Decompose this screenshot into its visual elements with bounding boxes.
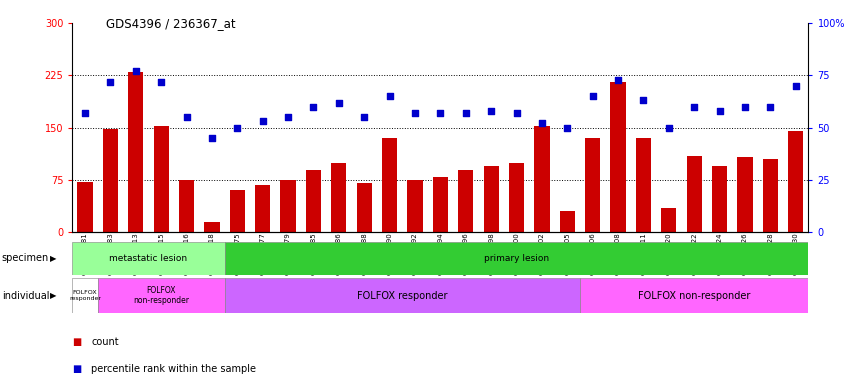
Point bbox=[332, 99, 346, 106]
Bar bbox=[408, 180, 423, 232]
Point bbox=[180, 114, 193, 120]
Point bbox=[282, 114, 295, 120]
Bar bbox=[788, 131, 803, 232]
Bar bbox=[204, 222, 220, 232]
Point bbox=[78, 110, 92, 116]
Text: FOLFOX
responder: FOLFOX responder bbox=[69, 290, 101, 301]
Bar bbox=[225, 278, 580, 313]
Point bbox=[763, 104, 777, 110]
Point bbox=[510, 110, 523, 116]
Bar bbox=[331, 162, 346, 232]
Point bbox=[408, 110, 422, 116]
Bar bbox=[230, 190, 245, 232]
Bar bbox=[357, 184, 372, 232]
Point bbox=[205, 135, 219, 141]
Point bbox=[662, 124, 676, 131]
Bar bbox=[610, 82, 625, 232]
Bar bbox=[737, 157, 752, 232]
Point bbox=[561, 124, 574, 131]
Point bbox=[688, 104, 701, 110]
Point bbox=[129, 68, 143, 74]
Text: ▶: ▶ bbox=[50, 254, 57, 263]
Bar bbox=[534, 126, 550, 232]
Bar bbox=[661, 208, 677, 232]
Point bbox=[459, 110, 472, 116]
Bar bbox=[103, 129, 118, 232]
Point bbox=[713, 108, 727, 114]
Point bbox=[306, 104, 320, 110]
Text: count: count bbox=[91, 337, 118, 347]
Bar bbox=[72, 242, 225, 275]
Bar bbox=[585, 138, 600, 232]
Text: individual: individual bbox=[2, 291, 49, 301]
Point bbox=[104, 79, 117, 85]
Bar bbox=[255, 185, 271, 232]
Bar bbox=[77, 182, 93, 232]
Bar bbox=[483, 166, 499, 232]
Bar bbox=[225, 242, 808, 275]
Text: ■: ■ bbox=[72, 337, 82, 347]
Text: ■: ■ bbox=[72, 364, 82, 374]
Point bbox=[256, 118, 270, 124]
Point bbox=[637, 98, 650, 104]
Bar bbox=[281, 180, 295, 232]
Point bbox=[154, 79, 168, 85]
Text: FOLFOX
non-responder: FOLFOX non-responder bbox=[133, 286, 189, 305]
Point bbox=[433, 110, 447, 116]
Text: primary lesion: primary lesion bbox=[484, 254, 549, 263]
Point bbox=[789, 83, 802, 89]
Text: ▶: ▶ bbox=[50, 291, 57, 300]
Bar bbox=[560, 211, 575, 232]
Bar bbox=[433, 177, 448, 232]
Text: metastatic lesion: metastatic lesion bbox=[110, 254, 187, 263]
Bar bbox=[153, 126, 168, 232]
Point bbox=[357, 114, 371, 120]
Bar bbox=[458, 170, 473, 232]
Bar bbox=[762, 159, 778, 232]
Bar bbox=[712, 166, 728, 232]
Text: specimen: specimen bbox=[2, 253, 49, 263]
Point bbox=[383, 93, 397, 99]
Bar bbox=[179, 180, 194, 232]
Point bbox=[611, 76, 625, 83]
Point bbox=[585, 93, 599, 99]
Bar bbox=[382, 138, 397, 232]
Bar bbox=[636, 138, 651, 232]
Bar bbox=[98, 278, 225, 313]
Point bbox=[484, 108, 498, 114]
Bar bbox=[687, 156, 702, 232]
Bar bbox=[306, 170, 321, 232]
Bar bbox=[580, 278, 808, 313]
Bar bbox=[509, 162, 524, 232]
Text: FOLFOX responder: FOLFOX responder bbox=[357, 291, 448, 301]
Bar bbox=[129, 72, 144, 232]
Text: percentile rank within the sample: percentile rank within the sample bbox=[91, 364, 256, 374]
Text: GDS4396 / 236367_at: GDS4396 / 236367_at bbox=[106, 17, 236, 30]
Point bbox=[738, 104, 751, 110]
Text: FOLFOX non-responder: FOLFOX non-responder bbox=[638, 291, 751, 301]
Point bbox=[231, 124, 244, 131]
Bar bbox=[72, 278, 98, 313]
Point bbox=[535, 121, 549, 127]
